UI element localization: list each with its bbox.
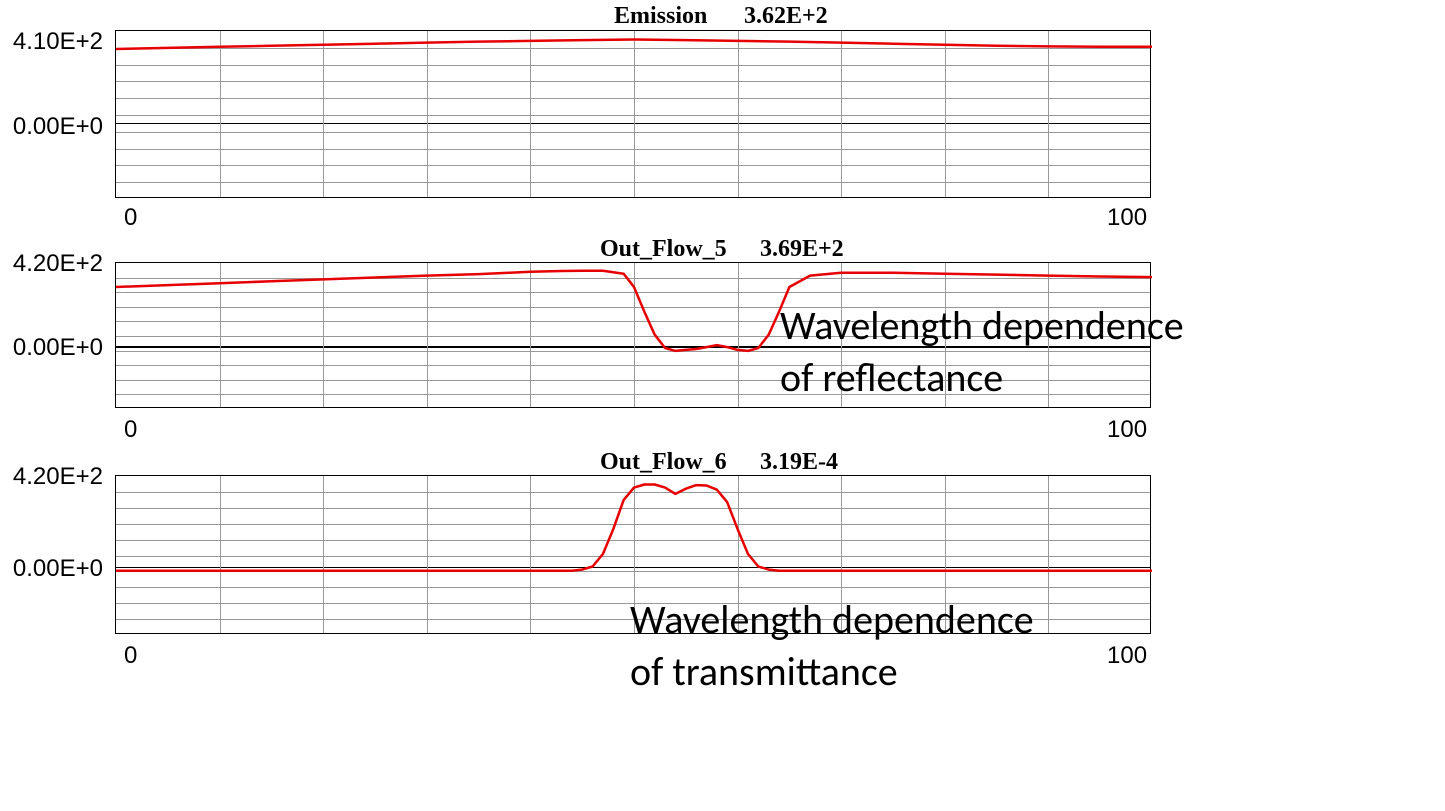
outflow5-annotation: Wavelength dependenceof reflectance	[780, 300, 1184, 404]
outflow6-annotation: Wavelength dependenceof transmittance	[630, 594, 1034, 698]
emission-x-min-label: 0	[124, 204, 137, 232]
outflow5-x-max-label: 100	[1107, 416, 1147, 444]
outflow5-x-min-label: 0	[124, 416, 137, 444]
outflow5-title-value: 3.69E+2	[760, 236, 844, 263]
outflow6-y-top-label: 4.20E+2	[3, 463, 103, 491]
emission-title-label: Emission	[614, 3, 707, 30]
outflow6-title-value: 3.19E-4	[760, 449, 838, 476]
emission-x-max-label: 100	[1107, 204, 1147, 232]
emission-title-value: 3.62E+2	[744, 3, 828, 30]
outflow6-x-max-label: 100	[1107, 642, 1147, 670]
emission-plot	[115, 30, 1151, 198]
outflow5-title-label: Out_Flow_5	[600, 236, 727, 263]
outflow5-y-zero-label: 0.00E+0	[3, 334, 103, 362]
emission-y-zero-label: 0.00E+0	[3, 113, 103, 141]
emission-line	[116, 31, 1152, 199]
outflow6-x-min-label: 0	[124, 642, 137, 670]
outflow6-title-label: Out_Flow_6	[600, 449, 727, 476]
outflow6-y-zero-label: 0.00E+0	[3, 555, 103, 583]
emission-y-top-label: 4.10E+2	[3, 28, 103, 56]
outflow5-y-top-label: 4.20E+2	[3, 250, 103, 278]
